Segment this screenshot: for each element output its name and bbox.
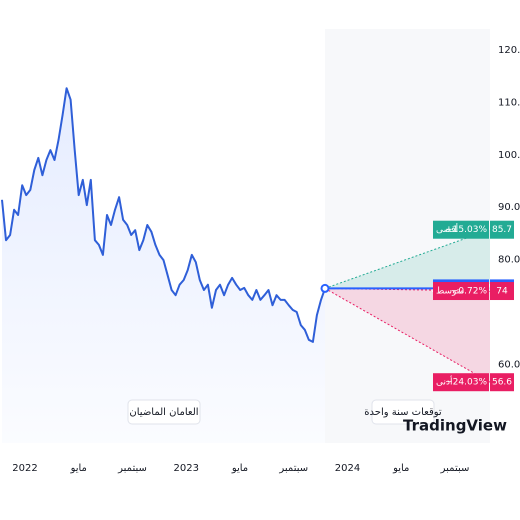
value-badge xyxy=(490,282,514,301)
value-label: 74 xyxy=(496,287,508,297)
forecast-label: أقصى xyxy=(436,223,458,235)
annotation-box xyxy=(371,399,435,425)
x-tick-label: 2022 xyxy=(12,463,37,474)
x-tick-label: سبتمبر xyxy=(117,463,147,474)
forecast-label: متوسط xyxy=(436,287,464,297)
x-tick-label: مايو xyxy=(70,463,87,474)
annotation: توقعات سنة واحدة xyxy=(364,407,442,418)
forecast-up-area xyxy=(325,229,490,289)
brand: TradingView xyxy=(403,417,507,435)
annotation-box xyxy=(127,399,201,425)
forecast-label: أدنى xyxy=(436,376,453,388)
forecast-down-area xyxy=(325,288,490,383)
y-tick-label: 90.0 xyxy=(498,202,520,213)
value-label: 85.7 xyxy=(492,225,512,235)
x-tick-label: سبتمبر xyxy=(440,463,470,474)
x-tick-label: مايو xyxy=(392,463,409,474)
annotation: العامان الماضيان xyxy=(129,407,198,418)
value-badge xyxy=(490,373,514,392)
change-label: −0.72% xyxy=(451,287,488,297)
x-tick-label: سبتمبر xyxy=(278,463,308,474)
y-tick-label: 110.0 xyxy=(498,97,520,108)
y-tick-label: 120.0 xyxy=(498,45,520,56)
x-tick-label: 2024 xyxy=(335,463,360,474)
label-badge xyxy=(433,373,489,392)
current-point xyxy=(320,283,330,293)
price-line xyxy=(1,87,326,343)
change-label: −24.03% xyxy=(445,378,487,388)
value-label: 56.6 xyxy=(492,378,512,388)
change-label: +15.03% xyxy=(445,225,487,235)
y-tick-label: 80.0 xyxy=(498,255,520,266)
forecast-line xyxy=(324,229,491,289)
x-tick-label: مايو xyxy=(231,463,248,474)
y-tick-label: 100.0 xyxy=(498,150,520,161)
y-tick-label: 60.0 xyxy=(498,359,520,370)
label-badge xyxy=(433,282,489,301)
label-badge xyxy=(433,220,489,239)
value-badge xyxy=(490,220,514,239)
x-tick-label: 2023 xyxy=(174,463,199,474)
area xyxy=(2,88,325,443)
